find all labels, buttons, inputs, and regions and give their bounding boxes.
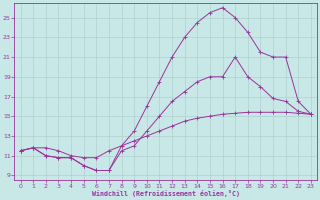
- X-axis label: Windchill (Refroidissement éolien,°C): Windchill (Refroidissement éolien,°C): [92, 190, 240, 197]
